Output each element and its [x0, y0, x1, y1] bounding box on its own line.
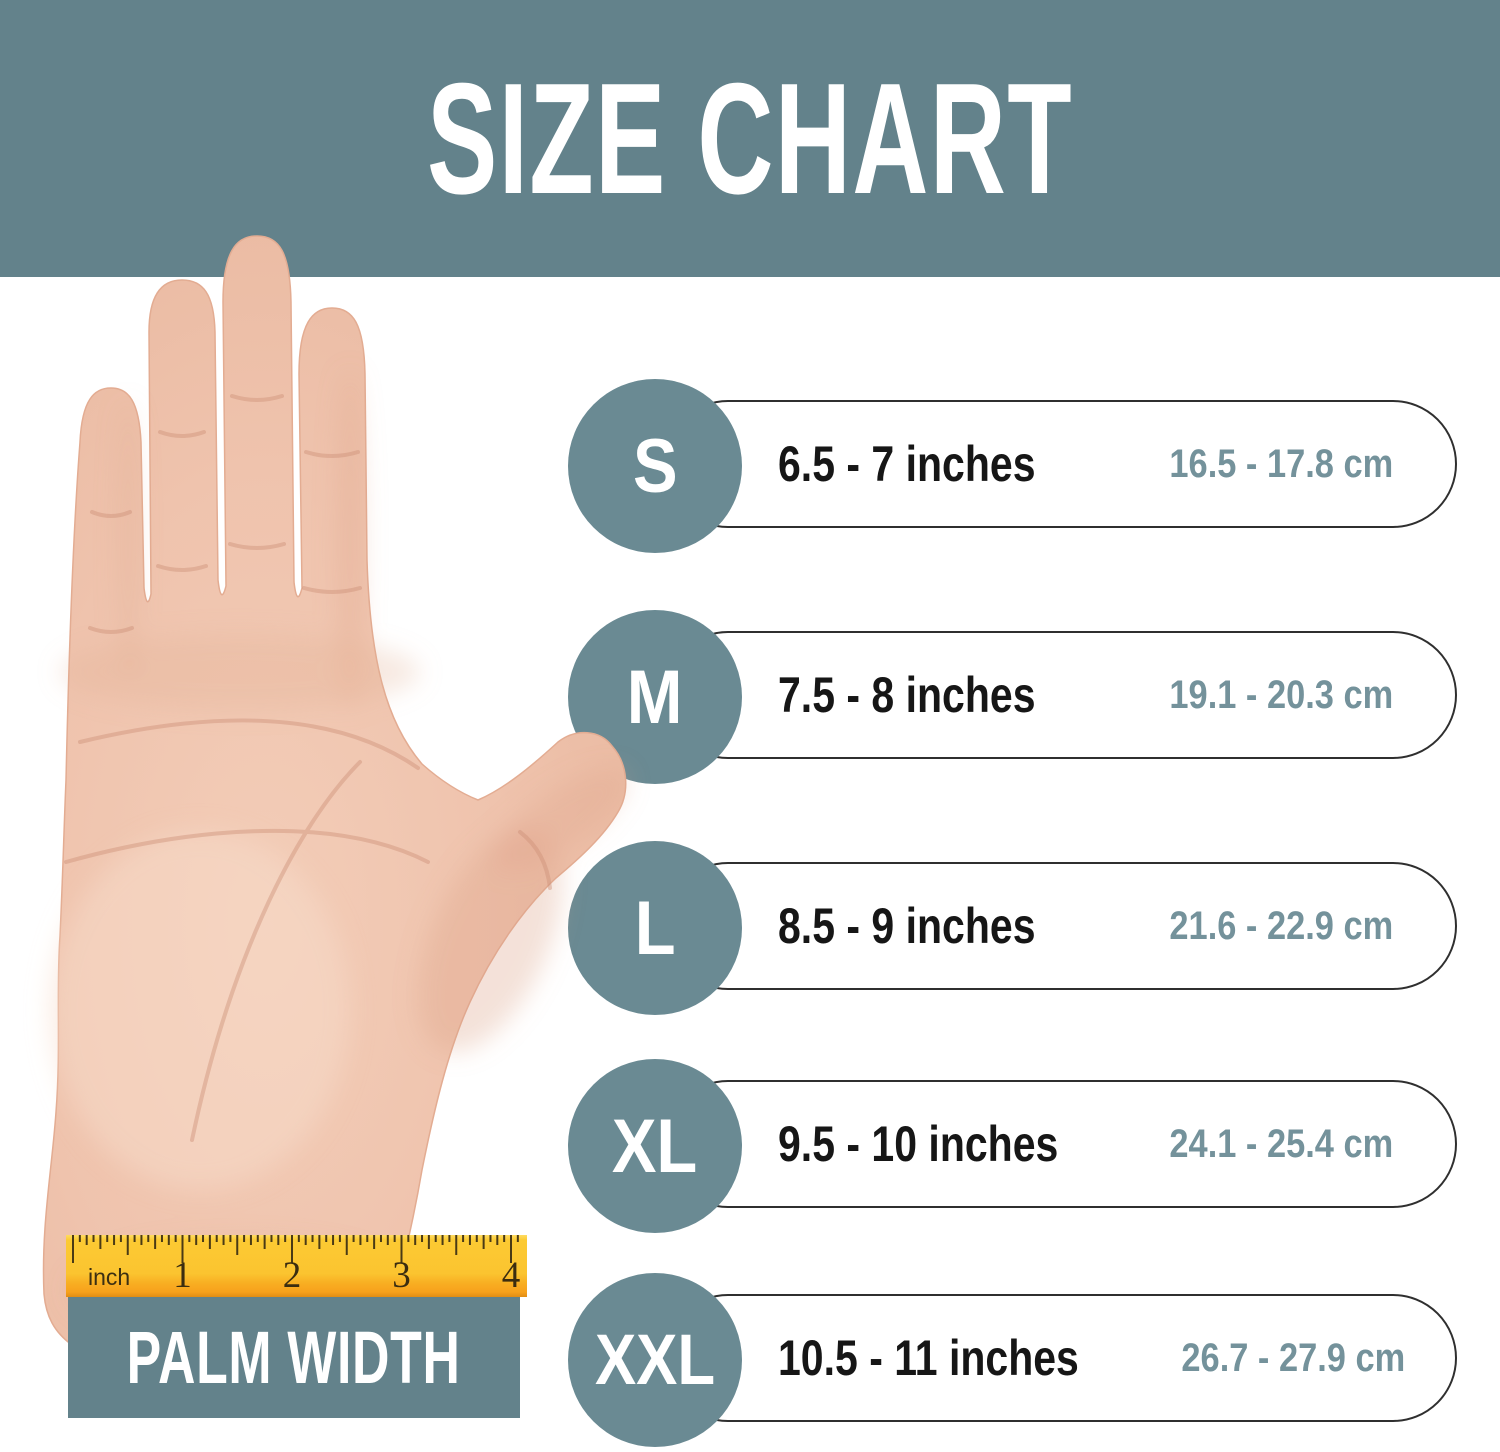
inches-range: 8.5 - 9 inches: [778, 898, 1036, 954]
size-badge-l: L: [568, 841, 742, 1015]
page-title: SIZE CHART: [427, 49, 1073, 227]
size-badge-m: M: [568, 610, 742, 784]
size-pill: 9.5 - 10 inches 24.1 - 25.4 cm: [664, 1080, 1457, 1208]
size-pill: 10.5 - 11 inches 26.7 - 27.9 cm: [664, 1294, 1457, 1422]
inches-range: 6.5 - 7 inches: [778, 436, 1036, 492]
size-pill: 8.5 - 9 inches 21.6 - 22.9 cm: [664, 862, 1457, 990]
size-row-m: 7.5 - 8 inches 19.1 - 20.3 cm M: [568, 610, 1460, 784]
size-pill: 6.5 - 7 inches 16.5 - 17.8 cm: [664, 400, 1457, 528]
ruler-number-3: 3: [392, 1255, 411, 1296]
cm-range: 19.1 - 20.3 cm: [1169, 672, 1393, 717]
ruler-number-4: 4: [502, 1255, 521, 1296]
inches-range: 7.5 - 8 inches: [778, 667, 1036, 723]
palm-creases: [64, 394, 552, 1258]
header-banner: SIZE CHART: [0, 0, 1500, 277]
size-letter: M: [627, 654, 683, 740]
palm-width-label: PALM WIDTH: [126, 1316, 462, 1399]
size-letter: XXL: [594, 1320, 716, 1400]
size-letter: XL: [612, 1103, 698, 1189]
cm-range: 21.6 - 22.9 cm: [1169, 903, 1393, 948]
ruler-unit-label: inch: [88, 1264, 130, 1290]
cm-range: 26.7 - 27.9 cm: [1181, 1335, 1406, 1380]
size-badge-xl: XL: [568, 1059, 742, 1233]
size-badge-xxl: XXL: [568, 1273, 742, 1447]
palm-width-label-box: PALM WIDTH: [68, 1297, 520, 1418]
size-badge-s: S: [568, 379, 742, 553]
hand-silhouette: [42, 235, 628, 1346]
size-pill: 7.5 - 8 inches 19.1 - 20.3 cm: [664, 631, 1457, 759]
ruler-image: inch 1 2 3 4: [66, 1235, 527, 1297]
size-row-xxl: 10.5 - 11 inches 26.7 - 27.9 cm XXL: [568, 1273, 1460, 1447]
size-row-xl: 9.5 - 10 inches 24.1 - 25.4 cm XL: [568, 1059, 1460, 1233]
cm-range: 24.1 - 25.4 cm: [1169, 1121, 1393, 1166]
inches-range: 10.5 - 11 inches: [778, 1330, 1079, 1386]
inches-range: 9.5 - 10 inches: [778, 1116, 1059, 1172]
cm-range: 16.5 - 17.8 cm: [1169, 441, 1393, 486]
size-letter: S: [632, 423, 678, 509]
size-row-s: 6.5 - 7 inches 16.5 - 17.8 cm S: [568, 379, 1460, 553]
ruler-number-2: 2: [283, 1255, 302, 1296]
size-letter: L: [634, 885, 676, 971]
ruler-number-1: 1: [173, 1255, 192, 1296]
size-row-l: 8.5 - 9 inches 21.6 - 22.9 cm L: [568, 841, 1460, 1015]
